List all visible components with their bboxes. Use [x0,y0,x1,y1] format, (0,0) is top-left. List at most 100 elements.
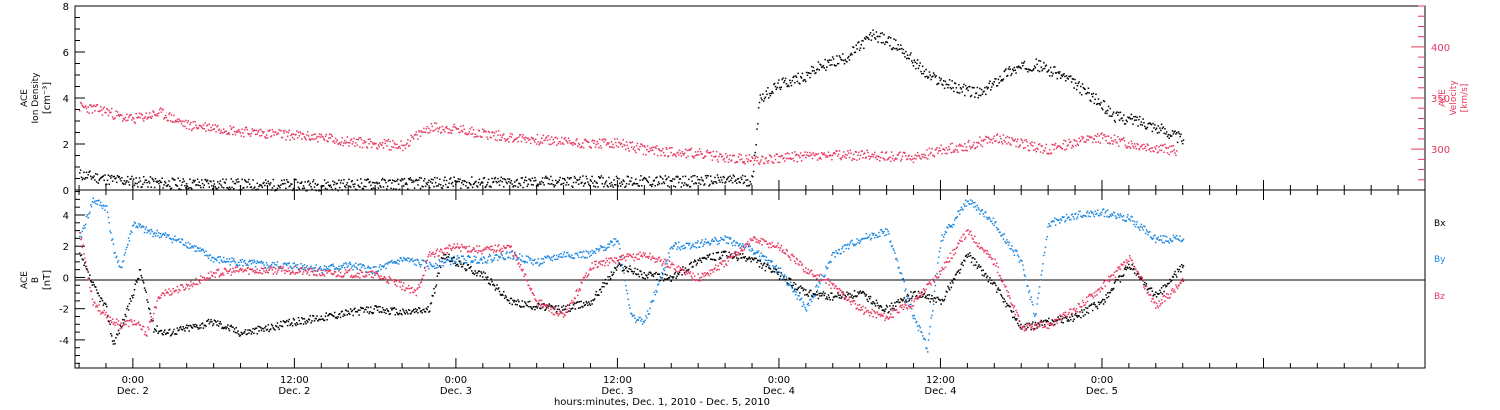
velocity-point [853,158,856,161]
bx-point [1010,309,1012,312]
velocity-point [582,142,584,144]
velocity-point [963,149,965,152]
density-point [1069,75,1071,78]
bx-point [1019,326,1022,329]
velocity-point [911,155,913,158]
by-point [688,244,690,246]
bx-point [883,309,885,311]
bx-point [370,306,372,308]
bx-point [103,302,105,305]
bx-point [863,291,865,294]
velocity-point [291,136,294,139]
bx-point [105,303,107,306]
by-point [579,251,582,253]
by-point [584,256,587,259]
velocity-point [237,131,239,133]
bx-point [106,315,109,318]
bx-point [145,291,147,293]
by-point [182,243,185,246]
density-point [869,32,872,34]
bx-point [569,310,571,312]
density-point [752,175,754,178]
bx-point [853,290,856,292]
velocity-point [1064,149,1066,151]
density-point [808,72,810,74]
by-point [447,259,449,262]
density-point [98,179,100,181]
density-point [245,181,248,183]
bx-point [456,263,459,266]
density-point [510,179,513,182]
density-point [199,184,201,187]
velocity-point [843,156,846,158]
by-point [734,244,736,247]
bx-point [796,288,799,291]
density-point [1020,67,1022,70]
by-point [112,243,115,245]
by-point [84,227,86,229]
by-point [587,251,589,253]
by-point [280,267,283,270]
density-point [535,185,538,187]
bx-point [877,304,879,307]
velocity-point [1054,142,1057,145]
bx-point [953,277,955,280]
velocity-point [590,147,593,149]
density-point [868,38,870,41]
bx-point [188,330,190,332]
density-point [121,182,124,184]
by-point [140,226,142,229]
bx-point [273,328,275,330]
density-point [1082,86,1085,89]
by-point [668,256,671,258]
bx-point [344,314,346,317]
velocity-point [1112,140,1115,142]
density-point [614,184,617,186]
velocity-point [960,144,963,147]
bx-point [655,271,657,274]
bx-point [676,275,678,277]
bx-point [771,271,773,273]
by-point [181,239,184,241]
velocity-point [973,141,975,144]
velocity-point [985,135,987,138]
velocity-point [395,147,397,149]
velocity-point [299,131,301,133]
bx-point [736,259,739,262]
density-point [419,187,422,190]
bx-point [889,305,891,307]
by-point [124,252,126,254]
bx-point [1096,307,1099,310]
velocity-point [333,142,336,144]
bx-point [594,293,597,296]
by-point [550,256,553,259]
bx-point [609,275,611,278]
velocity-point [673,153,676,155]
bx-point [186,327,189,329]
velocity-point [418,131,421,133]
velocity-point [824,154,826,156]
density-point [1006,75,1008,77]
density-point [830,59,832,61]
by-point [741,243,744,245]
bx-point [743,257,746,259]
bx-point [977,265,979,268]
bx-point [100,297,103,300]
bx-point [484,272,487,275]
density-point [991,82,994,85]
bx-point [974,264,977,266]
bx-point [312,315,315,317]
density-point [968,85,970,88]
velocity-point [1103,134,1106,136]
density-point [403,177,406,180]
velocity-point [232,126,235,128]
density-point [736,178,739,180]
density-point [352,183,354,186]
bx-point [827,294,830,296]
by-point [633,314,635,317]
by-point [464,262,466,264]
by-point [703,243,705,246]
density-point [89,170,91,172]
bx-point [139,269,142,271]
density-point [650,183,652,186]
